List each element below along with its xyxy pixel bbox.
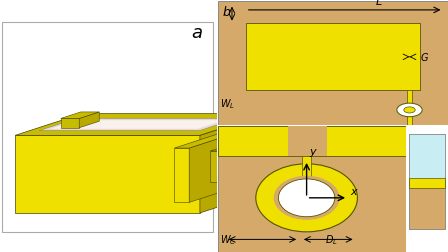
Polygon shape [223, 144, 243, 182]
Bar [409, 134, 445, 179]
Polygon shape [50, 120, 224, 129]
Text: $W_C$: $W_C$ [220, 233, 237, 247]
Bar [288, 126, 327, 156]
Text: a: a [191, 24, 202, 42]
Circle shape [404, 107, 415, 113]
Polygon shape [79, 112, 99, 128]
Circle shape [256, 164, 358, 232]
Circle shape [274, 176, 340, 220]
Bar [409, 187, 445, 229]
Circle shape [278, 179, 335, 217]
Text: $x$: $x$ [350, 186, 359, 197]
Circle shape [397, 103, 422, 117]
Circle shape [224, 160, 231, 167]
Text: $y$: $y$ [310, 147, 319, 159]
Bar [407, 90, 412, 125]
Polygon shape [200, 114, 267, 213]
Bar [409, 178, 445, 188]
Bar [302, 156, 311, 178]
Text: $D_L$: $D_L$ [325, 233, 338, 247]
Polygon shape [61, 112, 99, 118]
Polygon shape [61, 118, 79, 128]
Circle shape [222, 157, 234, 169]
Polygon shape [210, 151, 223, 182]
Polygon shape [39, 118, 237, 131]
Text: $G$: $G$ [420, 51, 430, 63]
Polygon shape [174, 148, 189, 202]
Polygon shape [174, 124, 263, 148]
Text: b: b [223, 6, 231, 19]
Bar [218, 126, 406, 156]
Text: $L$: $L$ [375, 0, 383, 8]
Polygon shape [15, 114, 267, 135]
Text: $W_L$: $W_L$ [220, 98, 236, 111]
Polygon shape [210, 144, 243, 151]
Polygon shape [189, 124, 263, 202]
Bar [246, 23, 420, 90]
Polygon shape [15, 135, 200, 213]
